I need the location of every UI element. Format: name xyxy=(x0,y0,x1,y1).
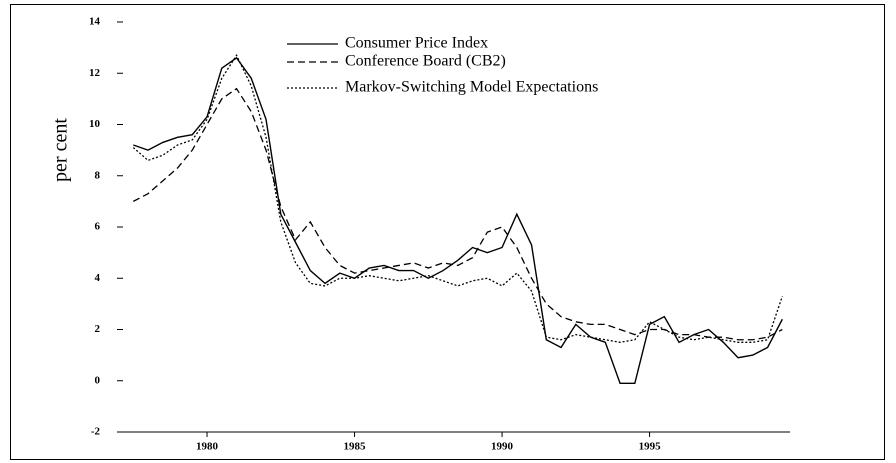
legend-label: Conference Board (CB2) xyxy=(345,53,506,70)
y-tick-label: 12 xyxy=(89,67,101,79)
y-tick-label: 2 xyxy=(95,323,101,335)
y-tick-label: -2 xyxy=(91,426,101,438)
x-tick-label: 1995 xyxy=(639,441,662,453)
x-tick-label: 1980 xyxy=(196,441,219,453)
series-line xyxy=(133,56,783,385)
y-axis-label: per cent xyxy=(50,118,72,182)
x-tick-label: 1985 xyxy=(344,441,367,453)
y-tick-label: 14 xyxy=(89,16,101,28)
y-tick-label: 6 xyxy=(95,221,101,233)
series-line xyxy=(132,87,783,341)
y-tick-label: 0 xyxy=(95,374,101,386)
legend-label: Markov-Switching Model Expectations xyxy=(345,79,598,96)
y-tick-label: 10 xyxy=(89,118,101,130)
y-tick-label: 8 xyxy=(95,169,101,181)
x-tick-label: 1990 xyxy=(491,441,514,453)
frame xyxy=(10,4,885,460)
y-tick-label: 4 xyxy=(95,272,101,284)
series-line xyxy=(132,53,783,343)
legend-label: Consumer Price Index xyxy=(345,35,488,52)
